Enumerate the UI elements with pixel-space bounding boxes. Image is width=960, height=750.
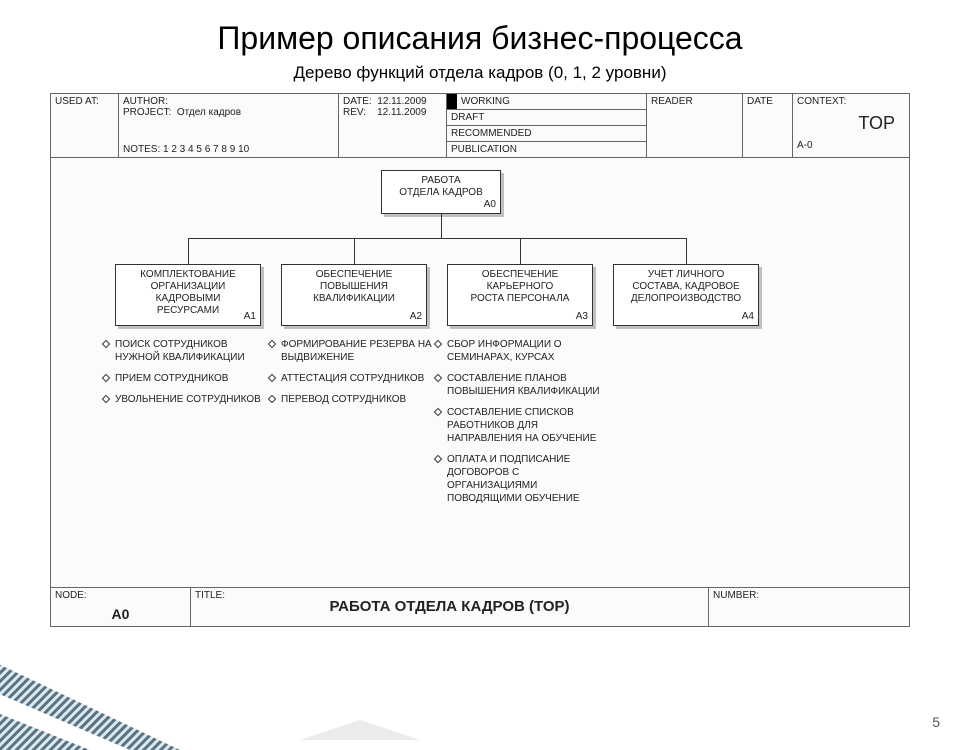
- slide-subtitle: Дерево функций отдела кадров (0, 1, 2 ур…: [0, 63, 960, 83]
- diamond-icon: [102, 395, 110, 403]
- list-item: ПРИЕМ СОТРУДНИКОВ: [103, 372, 273, 385]
- footer-title: TITLE: РАБОТА ОТДЕЛА КАДРОВ (TOP): [191, 588, 709, 626]
- list-item-label: УВОЛЬНЕНИЕ СОТРУДНИКОВ: [115, 393, 261, 406]
- rev-value: 12.11.2009: [377, 107, 426, 118]
- slide-title: Пример описания бизнес-процесса: [0, 20, 960, 57]
- list-item: СОСТАВЛЕНИЕ ПЛАНОВ ПОВЫШЕНИЯ КВАЛИФИКАЦИ…: [435, 372, 605, 398]
- col-used-at: USED AT:: [51, 94, 119, 157]
- list-item: ФОРМИРОВАНИЕ РЕЗЕРВА НА ВЫДВИЖЕНИЕ: [269, 338, 439, 364]
- node-root: РАБОТА ОТДЕЛА КАДРОВ A0: [381, 170, 501, 214]
- list-item-label: АТТЕСТАЦИЯ СОТРУДНИКОВ: [281, 372, 424, 385]
- reader-label: READER: [651, 96, 738, 107]
- status-recommended: RECOMMENDED: [447, 126, 646, 142]
- node-a4-label: УЧЕТ ЛИЧНОГО СОСТАВА, КАДРОВОЕ ДЕЛОПРОИЗ…: [620, 269, 752, 305]
- list-item-label: СОСТАВЛЕНИЕ ПЛАНОВ ПОВЫШЕНИЯ КВАЛИФИКАЦИ…: [447, 372, 605, 398]
- context-code: A-0: [797, 134, 905, 151]
- idef0-footer: NODE: A0 TITLE: РАБОТА ОТДЕЛА КАДРОВ (TO…: [51, 588, 909, 626]
- status-publication: PUBLICATION: [447, 142, 646, 158]
- col-status: WORKING DRAFT RECOMMENDED PUBLICATION: [447, 94, 647, 157]
- page-number: 5: [932, 714, 940, 730]
- decor-shadow: [300, 720, 420, 740]
- list-item-label: СБОР ИНФОРМАЦИИ О СЕМИНАРАХ, КУРСАХ: [447, 338, 605, 364]
- footer-title-value: РАБОТА ОТДЕЛА КАДРОВ (TOP): [197, 598, 702, 615]
- date-value: 12.11.2009: [377, 96, 426, 107]
- connector: [188, 238, 686, 239]
- diamond-icon: [268, 395, 276, 403]
- used-at-label: USED AT:: [55, 96, 114, 107]
- footer-number: NUMBER:: [709, 588, 909, 626]
- node-a4: УЧЕТ ЛИЧНОГО СОСТАВА, КАДРОВОЕ ДЕЛОПРОИЗ…: [613, 264, 759, 326]
- diamond-icon: [434, 340, 442, 348]
- list-item: СОСТАВЛЕНИЕ СПИСКОВ РАБОТНИКОВ ДЛЯ НАПРА…: [435, 406, 605, 445]
- status-marker: [447, 94, 457, 109]
- footer-number-label: NUMBER:: [713, 590, 759, 601]
- idef0-header: USED AT: AUTHOR: PROJECT: Отдел кадров N…: [51, 94, 909, 158]
- node-a3-code: A3: [576, 311, 588, 323]
- list-item-label: ПРИЕМ СОТРУДНИКОВ: [115, 372, 228, 385]
- connector: [686, 238, 687, 264]
- node-a2-label: ОБЕСПЕЧЕНИЕ ПОВЫШЕНИЯ КВАЛИФИКАЦИИ: [288, 269, 420, 305]
- node-root-label: РАБОТА ОТДЕЛА КАДРОВ: [388, 175, 494, 199]
- col-date2: DATE: [743, 94, 793, 157]
- diamond-icon: [434, 374, 442, 382]
- list-item: ОПЛАТА И ПОДПИСАНИЕ ДОГОВОРОВ С ОРГАНИЗА…: [435, 453, 605, 505]
- status-draft: DRAFT: [447, 110, 646, 126]
- col-context: CONTEXT: TOP A-0: [793, 94, 909, 157]
- diagram-body: РАБОТА ОТДЕЛА КАДРОВ A0 КОМПЛЕКТОВАНИЕ О…: [51, 158, 909, 588]
- diamond-icon: [434, 408, 442, 416]
- list-item-label: ПОИСК СОТРУДНИКОВ НУЖНОЙ КВАЛИФИКАЦИИ: [115, 338, 273, 364]
- node-a1-label: КОМПЛЕКТОВАНИЕ ОРГАНИЗАЦИИ КАДРОВЫМИ РЕС…: [122, 269, 254, 317]
- list-item: АТТЕСТАЦИЯ СОТРУДНИКОВ: [269, 372, 439, 385]
- diamond-icon: [268, 340, 276, 348]
- decor-stripes: [0, 630, 220, 750]
- col-author: AUTHOR: PROJECT: Отдел кадров NOTES: 1 2…: [119, 94, 339, 157]
- author-label: AUTHOR:: [123, 96, 168, 107]
- node-root-code: A0: [484, 199, 496, 211]
- list-item: ПОИСК СОТРУДНИКОВ НУЖНОЙ КВАЛИФИКАЦИИ: [103, 338, 273, 364]
- list-item: УВОЛЬНЕНИЕ СОТРУДНИКОВ: [103, 393, 273, 406]
- node-a1: КОМПЛЕКТОВАНИЕ ОРГАНИЗАЦИИ КАДРОВЫМИ РЕС…: [115, 264, 261, 326]
- bullets-a1: ПОИСК СОТРУДНИКОВ НУЖНОЙ КВАЛИФИКАЦИИ ПРИ…: [103, 338, 273, 414]
- list-item: СБОР ИНФОРМАЦИИ О СЕМИНАРАХ, КУРСАХ: [435, 338, 605, 364]
- list-item-label: ПЕРЕВОД СОТРУДНИКОВ: [281, 393, 406, 406]
- footer-node-value: A0: [57, 606, 184, 622]
- idef0-frame: USED AT: AUTHOR: PROJECT: Отдел кадров N…: [50, 93, 910, 627]
- node-a4-code: A4: [742, 311, 754, 323]
- node-a2: ОБЕСПЕЧЕНИЕ ПОВЫШЕНИЯ КВАЛИФИКАЦИИ A2: [281, 264, 427, 326]
- date2-label: DATE: [747, 96, 788, 107]
- bullets-a3: СБОР ИНФОРМАЦИИ О СЕМИНАРАХ, КУРСАХ СОСТА…: [435, 338, 605, 513]
- node-a1-code: A1: [244, 311, 256, 323]
- node-a2-code: A2: [410, 311, 422, 323]
- bullets-a2: ФОРМИРОВАНИЕ РЕЗЕРВА НА ВЫДВИЖЕНИЕ АТТЕСТ…: [269, 338, 439, 414]
- project-value: Отдел кадров: [177, 107, 241, 118]
- connector: [354, 238, 355, 264]
- footer-node-label: NODE:: [55, 590, 87, 601]
- footer-title-label: TITLE:: [195, 590, 225, 601]
- context-label: CONTEXT:: [797, 96, 905, 107]
- col-reader: READER: [647, 94, 743, 157]
- list-item-label: ФОРМИРОВАНИЕ РЕЗЕРВА НА ВЫДВИЖЕНИЕ: [281, 338, 439, 364]
- footer-node: NODE: A0: [51, 588, 191, 626]
- node-a3-label: ОБЕСПЕЧЕНИЕ КАРЬЕРНОГО РОСТА ПЕРСОНАЛА: [454, 269, 586, 305]
- diamond-icon: [102, 340, 110, 348]
- connector: [441, 214, 442, 238]
- connector: [520, 238, 521, 264]
- connector: [188, 238, 189, 264]
- status-working: WORKING: [461, 95, 510, 108]
- diamond-icon: [102, 374, 110, 382]
- notes-line: NOTES: 1 2 3 4 5 6 7 8 9 10: [123, 144, 334, 155]
- list-item-label: ОПЛАТА И ПОДПИСАНИЕ ДОГОВОРОВ С ОРГАНИЗА…: [447, 453, 605, 505]
- list-item: ПЕРЕВОД СОТРУДНИКОВ: [269, 393, 439, 406]
- context-big: TOP: [797, 107, 905, 134]
- rev-label: REV:: [343, 107, 366, 118]
- col-date: DATE: 12.11.2009 REV: 12.11.2009: [339, 94, 447, 157]
- node-a3: ОБЕСПЕЧЕНИЕ КАРЬЕРНОГО РОСТА ПЕРСОНАЛА A…: [447, 264, 593, 326]
- list-item-label: СОСТАВЛЕНИЕ СПИСКОВ РАБОТНИКОВ ДЛЯ НАПРА…: [447, 406, 605, 445]
- date-label: DATE:: [343, 96, 372, 107]
- project-label: PROJECT:: [123, 107, 171, 118]
- diamond-icon: [434, 455, 442, 463]
- diamond-icon: [268, 374, 276, 382]
